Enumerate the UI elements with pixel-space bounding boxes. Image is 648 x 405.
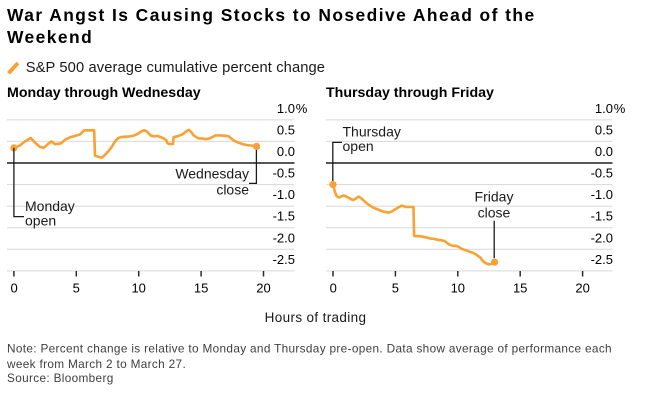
svg-text:week from March 2 to March 27.: week from March 2 to March 27.	[6, 357, 186, 371]
svg-text:-0.5: -0.5	[273, 166, 295, 181]
svg-text:10: 10	[131, 281, 145, 296]
svg-text:20: 20	[256, 281, 270, 296]
svg-text:Wednesday: Wednesday	[175, 165, 249, 181]
svg-text:-2.0: -2.0	[591, 230, 613, 245]
svg-text:-2.0: -2.0	[273, 230, 295, 245]
svg-text:0: 0	[10, 281, 17, 296]
svg-text:5: 5	[73, 281, 80, 296]
svg-text:0.0: 0.0	[277, 144, 295, 159]
svg-text:-0.5: -0.5	[591, 166, 613, 181]
svg-text:%: %	[614, 101, 626, 116]
svg-text:1.0: 1.0	[595, 101, 613, 116]
svg-text:open: open	[343, 138, 374, 154]
svg-text:0.5: 0.5	[277, 122, 295, 137]
svg-text:-2.5: -2.5	[591, 252, 613, 267]
svg-text:0.0: 0.0	[595, 144, 613, 159]
svg-text:Hours of trading: Hours of trading	[265, 310, 367, 325]
svg-text:20: 20	[575, 281, 589, 296]
svg-text:Source: Bloomberg: Source: Bloomberg	[7, 371, 114, 385]
svg-text:Note: Percent change is relati: Note: Percent change is relative to Mond…	[7, 342, 612, 356]
svg-text:Thursday through Friday: Thursday through Friday	[326, 85, 494, 101]
svg-text:Monday through Wednesday: Monday through Wednesday	[7, 85, 201, 101]
svg-text:War Angst Is Causing Stocks to: War Angst Is Causing Stocks to Nosedive …	[7, 5, 536, 25]
svg-text:%: %	[296, 101, 308, 116]
svg-text:15: 15	[513, 281, 527, 296]
svg-text:0: 0	[330, 281, 337, 296]
svg-text:Friday: Friday	[475, 189, 514, 205]
svg-text:-2.5: -2.5	[273, 252, 295, 267]
svg-text:1.0: 1.0	[277, 101, 295, 116]
svg-text:-1.0: -1.0	[273, 187, 295, 202]
svg-text:-1.0: -1.0	[591, 187, 613, 202]
svg-text:10: 10	[451, 281, 465, 296]
svg-text:Weekend: Weekend	[7, 27, 93, 47]
svg-text:open: open	[25, 212, 56, 228]
svg-text:close: close	[478, 204, 511, 220]
svg-text:0.5: 0.5	[595, 122, 613, 137]
svg-text:S&P 500 average cumulative per: S&P 500 average cumulative percent chang…	[26, 60, 325, 76]
svg-text:15: 15	[194, 281, 208, 296]
svg-text:close: close	[216, 181, 249, 197]
svg-text:Monday: Monday	[25, 198, 75, 214]
svg-text:-1.5: -1.5	[273, 209, 295, 224]
svg-text:-1.5: -1.5	[591, 209, 613, 224]
svg-text:Thursday: Thursday	[343, 124, 401, 140]
svg-text:5: 5	[392, 281, 399, 296]
